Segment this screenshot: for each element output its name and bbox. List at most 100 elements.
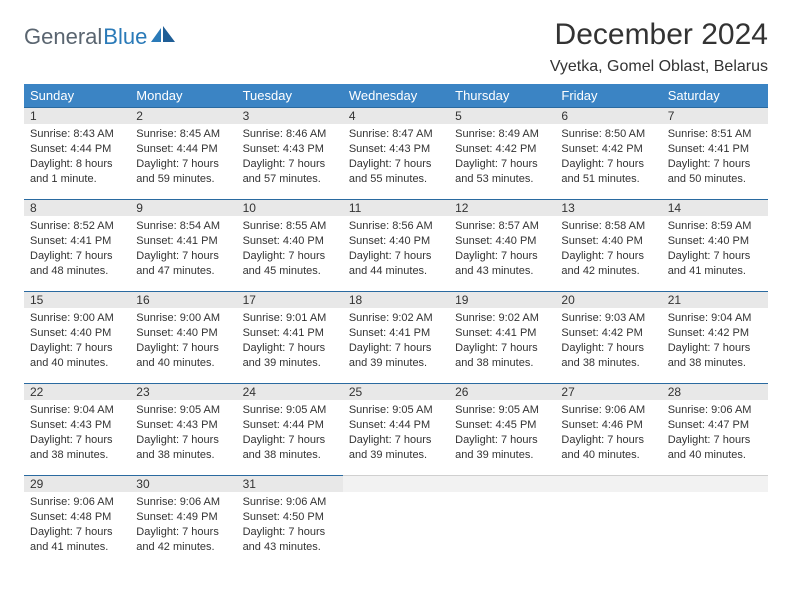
day-cell: 6Sunrise: 8:50 AMSunset: 4:42 PMDaylight… xyxy=(555,107,661,199)
day-number: 6 xyxy=(555,107,661,124)
sunrise-line: Sunrise: 8:59 AM xyxy=(668,219,762,234)
day-number: 1 xyxy=(24,107,130,124)
daylight-line: Daylight: 7 hours and 40 minutes. xyxy=(30,341,124,371)
sunrise-line: Sunrise: 9:06 AM xyxy=(136,495,230,510)
sunrise-line: Sunrise: 9:05 AM xyxy=(349,403,443,418)
sunset-line: Sunset: 4:42 PM xyxy=(668,326,762,341)
day-details: Sunrise: 8:45 AMSunset: 4:44 PMDaylight:… xyxy=(130,124,236,190)
day-details: Sunrise: 8:43 AMSunset: 4:44 PMDaylight:… xyxy=(24,124,130,190)
empty-bar xyxy=(662,475,768,492)
weekday-header: Wednesday xyxy=(343,84,449,107)
empty-day-cell xyxy=(449,475,555,567)
sunset-line: Sunset: 4:40 PM xyxy=(349,234,443,249)
day-cell: 17Sunrise: 9:01 AMSunset: 4:41 PMDayligh… xyxy=(237,291,343,383)
sunrise-line: Sunrise: 8:58 AM xyxy=(561,219,655,234)
empty-bar xyxy=(449,475,555,492)
daylight-line: Daylight: 7 hours and 41 minutes. xyxy=(668,249,762,279)
empty-bar xyxy=(343,475,449,492)
sunset-line: Sunset: 4:40 PM xyxy=(561,234,655,249)
day-cell: 18Sunrise: 9:02 AMSunset: 4:41 PMDayligh… xyxy=(343,291,449,383)
day-number: 4 xyxy=(343,107,449,124)
calendar-row: 29Sunrise: 9:06 AMSunset: 4:48 PMDayligh… xyxy=(24,475,768,567)
day-number: 19 xyxy=(449,291,555,308)
calendar-row: 22Sunrise: 9:04 AMSunset: 4:43 PMDayligh… xyxy=(24,383,768,475)
daylight-line: Daylight: 8 hours and 1 minute. xyxy=(30,157,124,187)
daylight-line: Daylight: 7 hours and 44 minutes. xyxy=(349,249,443,279)
day-details: Sunrise: 8:49 AMSunset: 4:42 PMDaylight:… xyxy=(449,124,555,190)
sunrise-line: Sunrise: 8:50 AM xyxy=(561,127,655,142)
daylight-line: Daylight: 7 hours and 47 minutes. xyxy=(136,249,230,279)
calendar-table: Sunday Monday Tuesday Wednesday Thursday… xyxy=(24,84,768,567)
day-number: 20 xyxy=(555,291,661,308)
day-cell: 4Sunrise: 8:47 AMSunset: 4:43 PMDaylight… xyxy=(343,107,449,199)
day-number: 11 xyxy=(343,199,449,216)
day-number: 24 xyxy=(237,383,343,400)
sunrise-line: Sunrise: 9:02 AM xyxy=(349,311,443,326)
day-cell: 15Sunrise: 9:00 AMSunset: 4:40 PMDayligh… xyxy=(24,291,130,383)
daylight-line: Daylight: 7 hours and 40 minutes. xyxy=(136,341,230,371)
sunrise-line: Sunrise: 8:47 AM xyxy=(349,127,443,142)
day-details: Sunrise: 8:50 AMSunset: 4:42 PMDaylight:… xyxy=(555,124,661,190)
day-details: Sunrise: 8:59 AMSunset: 4:40 PMDaylight:… xyxy=(662,216,768,282)
empty-bar xyxy=(555,475,661,492)
sunset-line: Sunset: 4:42 PM xyxy=(561,142,655,157)
sunset-line: Sunset: 4:44 PM xyxy=(243,418,337,433)
day-details: Sunrise: 8:55 AMSunset: 4:40 PMDaylight:… xyxy=(237,216,343,282)
sunrise-line: Sunrise: 9:01 AM xyxy=(243,311,337,326)
day-cell: 25Sunrise: 9:05 AMSunset: 4:44 PMDayligh… xyxy=(343,383,449,475)
sunrise-line: Sunrise: 8:43 AM xyxy=(30,127,124,142)
sunrise-line: Sunrise: 8:55 AM xyxy=(243,219,337,234)
sunrise-line: Sunrise: 9:06 AM xyxy=(243,495,337,510)
day-details: Sunrise: 9:01 AMSunset: 4:41 PMDaylight:… xyxy=(237,308,343,374)
day-number: 25 xyxy=(343,383,449,400)
sunrise-line: Sunrise: 8:52 AM xyxy=(30,219,124,234)
day-details: Sunrise: 9:06 AMSunset: 4:48 PMDaylight:… xyxy=(24,492,130,558)
header: GeneralBlue December 2024 Vyetka, Gomel … xyxy=(24,18,768,76)
day-number: 18 xyxy=(343,291,449,308)
day-number: 17 xyxy=(237,291,343,308)
sunrise-line: Sunrise: 8:57 AM xyxy=(455,219,549,234)
daylight-line: Daylight: 7 hours and 39 minutes. xyxy=(349,433,443,463)
day-number: 2 xyxy=(130,107,236,124)
day-cell: 8Sunrise: 8:52 AMSunset: 4:41 PMDaylight… xyxy=(24,199,130,291)
daylight-line: Daylight: 7 hours and 42 minutes. xyxy=(561,249,655,279)
daylight-line: Daylight: 7 hours and 51 minutes. xyxy=(561,157,655,187)
day-details: Sunrise: 9:04 AMSunset: 4:43 PMDaylight:… xyxy=(24,400,130,466)
sunrise-line: Sunrise: 9:05 AM xyxy=(243,403,337,418)
sunset-line: Sunset: 4:40 PM xyxy=(243,234,337,249)
sunset-line: Sunset: 4:41 PM xyxy=(30,234,124,249)
sunset-line: Sunset: 4:41 PM xyxy=(243,326,337,341)
daylight-line: Daylight: 7 hours and 41 minutes. xyxy=(30,525,124,555)
empty-day-cell xyxy=(662,475,768,567)
day-number: 5 xyxy=(449,107,555,124)
sunset-line: Sunset: 4:43 PM xyxy=(136,418,230,433)
day-details: Sunrise: 8:47 AMSunset: 4:43 PMDaylight:… xyxy=(343,124,449,190)
daylight-line: Daylight: 7 hours and 40 minutes. xyxy=(668,433,762,463)
day-details: Sunrise: 8:54 AMSunset: 4:41 PMDaylight:… xyxy=(130,216,236,282)
daylight-line: Daylight: 7 hours and 42 minutes. xyxy=(136,525,230,555)
day-details: Sunrise: 9:06 AMSunset: 4:46 PMDaylight:… xyxy=(555,400,661,466)
sunset-line: Sunset: 4:40 PM xyxy=(455,234,549,249)
day-cell: 28Sunrise: 9:06 AMSunset: 4:47 PMDayligh… xyxy=(662,383,768,475)
calendar-row: 8Sunrise: 8:52 AMSunset: 4:41 PMDaylight… xyxy=(24,199,768,291)
empty-day-cell xyxy=(555,475,661,567)
calendar-body: 1Sunrise: 8:43 AMSunset: 4:44 PMDaylight… xyxy=(24,107,768,567)
daylight-line: Daylight: 7 hours and 38 minutes. xyxy=(30,433,124,463)
day-details: Sunrise: 9:06 AMSunset: 4:47 PMDaylight:… xyxy=(662,400,768,466)
day-number: 9 xyxy=(130,199,236,216)
day-details: Sunrise: 8:46 AMSunset: 4:43 PMDaylight:… xyxy=(237,124,343,190)
day-number: 13 xyxy=(555,199,661,216)
sunset-line: Sunset: 4:40 PM xyxy=(136,326,230,341)
calendar-row: 15Sunrise: 9:00 AMSunset: 4:40 PMDayligh… xyxy=(24,291,768,383)
sunset-line: Sunset: 4:43 PM xyxy=(30,418,124,433)
weekday-header: Friday xyxy=(555,84,661,107)
day-cell: 29Sunrise: 9:06 AMSunset: 4:48 PMDayligh… xyxy=(24,475,130,567)
daylight-line: Daylight: 7 hours and 48 minutes. xyxy=(30,249,124,279)
day-number: 30 xyxy=(130,475,236,492)
day-cell: 16Sunrise: 9:00 AMSunset: 4:40 PMDayligh… xyxy=(130,291,236,383)
sunrise-line: Sunrise: 9:06 AM xyxy=(30,495,124,510)
sunrise-line: Sunrise: 9:06 AM xyxy=(668,403,762,418)
day-details: Sunrise: 9:06 AMSunset: 4:50 PMDaylight:… xyxy=(237,492,343,558)
day-cell: 23Sunrise: 9:05 AMSunset: 4:43 PMDayligh… xyxy=(130,383,236,475)
day-details: Sunrise: 9:03 AMSunset: 4:42 PMDaylight:… xyxy=(555,308,661,374)
